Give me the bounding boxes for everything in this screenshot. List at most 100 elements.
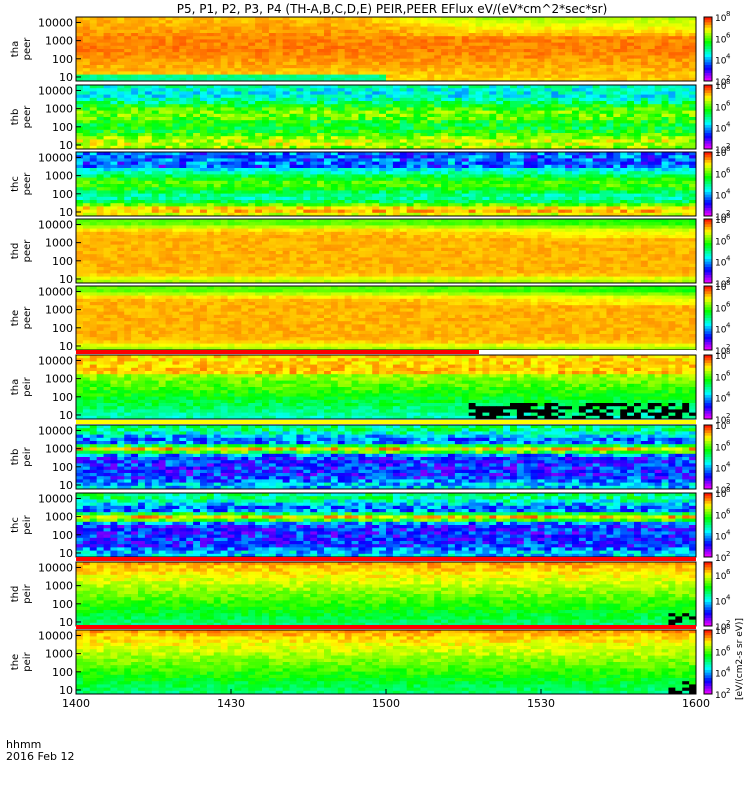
- heatmap-cell: [351, 168, 359, 172]
- heatmap-cell: [172, 36, 180, 40]
- heatmap-cell: [110, 17, 118, 21]
- heatmap-cell: [344, 101, 352, 105]
- heatmap-cell: [454, 91, 463, 95]
- heatmap-cell: [310, 171, 318, 175]
- heatmap-cell: [351, 36, 359, 40]
- heatmap-cell: [220, 36, 228, 40]
- heatmap-cell: [303, 196, 311, 201]
- heatmap-cell: [675, 39, 683, 43]
- heatmap-cell: [193, 36, 201, 40]
- heatmap-cell: [578, 177, 587, 182]
- heatmap-cell: [186, 26, 194, 31]
- heatmap-cell: [351, 17, 359, 21]
- heatmap-cell: [358, 71, 366, 75]
- heatmap-cell: [379, 168, 387, 172]
- heatmap-cell: [227, 97, 235, 102]
- heatmap-cell: [275, 97, 284, 102]
- heatmap-cell: [296, 58, 304, 63]
- heatmap-cell: [296, 91, 304, 95]
- heatmap-cell: [76, 104, 84, 108]
- heatmap-cell: [406, 161, 414, 166]
- heatmap-cell: [668, 91, 676, 95]
- heatmap-cell: [138, 168, 146, 172]
- heatmap-cell: [206, 33, 215, 37]
- heatmap-cell: [144, 107, 153, 111]
- heatmap-cell: [668, 107, 676, 111]
- heatmap-cell: [289, 161, 297, 166]
- heatmap-cell: [138, 104, 146, 108]
- heatmap-cell: [96, 65, 104, 69]
- heatmap-cell: [379, 110, 387, 115]
- heatmap-cell: [131, 61, 139, 66]
- heatmap-cell: [131, 55, 139, 59]
- heatmap-cell: [206, 168, 215, 172]
- heatmap-cell: [689, 171, 697, 175]
- heatmap-cell: [592, 77, 600, 82]
- heatmap-cell: [358, 196, 366, 201]
- heatmap-cell: [158, 20, 166, 24]
- heatmap-cell: [510, 136, 518, 140]
- heatmap-cell: [544, 129, 552, 134]
- heatmap-cell: [296, 85, 304, 89]
- heatmap-cell: [76, 177, 84, 182]
- heatmap-cell: [448, 74, 456, 79]
- heatmap-cell: [675, 68, 683, 72]
- heatmap-cell: [241, 113, 249, 118]
- heatmap-cell: [89, 94, 98, 99]
- heatmap-cell: [420, 152, 428, 156]
- heatmap-cell: [441, 71, 449, 75]
- heatmap-cell: [337, 174, 346, 178]
- heatmap-cell: [268, 145, 277, 150]
- heatmap-cell: [158, 177, 166, 182]
- heatmap-cell: [289, 20, 297, 24]
- heatmap-cell: [468, 136, 476, 140]
- heatmap-cell: [365, 136, 373, 140]
- heatmap-cell: [275, 168, 284, 172]
- heatmap-cell: [330, 133, 339, 137]
- heatmap-cell: [620, 97, 628, 102]
- heatmap-cell: [530, 42, 538, 47]
- heatmap-cell: [516, 184, 525, 188]
- heatmap-cell: [406, 85, 414, 89]
- heatmap-cell: [330, 174, 339, 178]
- heatmap-cell: [172, 164, 180, 169]
- heatmap-cell: [324, 58, 332, 63]
- heatmap-cell: [620, 155, 628, 159]
- heatmap-cell: [275, 45, 284, 50]
- heatmap-cell: [379, 36, 387, 40]
- heatmap-cell: [489, 158, 497, 162]
- heatmap-cell: [647, 129, 656, 134]
- heatmap-cell: [585, 77, 594, 82]
- heatmap-cell: [289, 65, 297, 69]
- heatmap-cell: [234, 61, 242, 66]
- heatmap-cell: [76, 77, 84, 82]
- heatmap-cell: [392, 129, 401, 134]
- heatmap-cell: [358, 155, 366, 159]
- heatmap-cell: [523, 29, 532, 34]
- heatmap-cell: [144, 20, 153, 24]
- heatmap-cell: [578, 171, 587, 175]
- heatmap-cell: [516, 42, 525, 47]
- heatmap-cell: [516, 139, 525, 143]
- heatmap-cell: [248, 136, 256, 140]
- heatmap-cell: [351, 77, 359, 82]
- colorbar-segment: [704, 73, 712, 76]
- heatmap-cell: [392, 158, 401, 162]
- heatmap-cell: [144, 145, 153, 150]
- heatmap-cell: [454, 49, 463, 53]
- heatmap-cell: [482, 61, 490, 66]
- heatmap-cell: [420, 94, 428, 99]
- heatmap-cell: [358, 168, 366, 172]
- heatmap-cell: [461, 101, 470, 105]
- heatmap-cell: [620, 139, 628, 143]
- heatmap-cell: [358, 129, 366, 134]
- heatmap-cell: [544, 117, 552, 121]
- heatmap-cell: [599, 136, 607, 140]
- heatmap-cell: [372, 193, 380, 198]
- heatmap-cell: [372, 171, 380, 175]
- heatmap-cell: [647, 117, 656, 121]
- heatmap-cell: [268, 117, 277, 121]
- heatmap-cell: [592, 123, 600, 127]
- heatmap-cell: [565, 120, 573, 124]
